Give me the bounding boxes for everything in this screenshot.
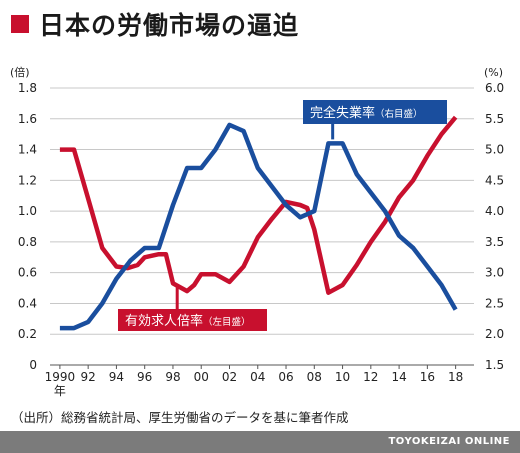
right-axis-tick-label: 4.5 <box>485 173 504 187</box>
x-axis-tick-label: 16 <box>420 370 435 384</box>
job-ratio-label-box <box>118 309 267 331</box>
x-axis-tick-label: 04 <box>250 370 265 384</box>
job-ratio-label-name: 有効求人倍率 <box>125 313 203 329</box>
job-ratio-label-axis-note: （左目盛） <box>203 316 251 328</box>
x-axis-tick-label: 98 <box>165 370 180 384</box>
title-red-square-icon <box>11 15 29 33</box>
right-axis-tick-label: 6.0 <box>485 81 504 95</box>
left-axis-tick-label: 0 <box>29 358 37 372</box>
right-axis-tick-label: 5.5 <box>485 112 504 126</box>
left-axis-tick-label: 0.2 <box>18 327 37 341</box>
x-axis-tick-label: 06 <box>278 370 293 384</box>
x-axis-tick-label: 12 <box>363 370 378 384</box>
right-axis-tick-label: 5.0 <box>485 143 504 157</box>
left-axis-tick-label: 1.2 <box>18 173 37 187</box>
x-axis-tick-label: 00 <box>194 370 209 384</box>
title-row: 日本の労働市場の逼迫 <box>11 8 299 40</box>
x-axis-tick-label: 18 <box>448 370 463 384</box>
right-axis-tick-label: 2.0 <box>485 327 504 341</box>
x-axis-tick-label: 14 <box>391 370 406 384</box>
x-axis-tick-label: 1990 <box>45 370 76 384</box>
left-axis-tick-label: 0.8 <box>18 235 37 249</box>
job-ratio-label-text: 有効求人倍率（左目盛） <box>125 313 251 329</box>
right-axis-tick-label: 4.0 <box>485 204 504 218</box>
chart-title: 日本の労働市場の逼迫 <box>39 11 300 40</box>
right-axis-tick-label: 2.5 <box>485 296 504 310</box>
left-axis-tick-label: 1.4 <box>18 143 37 157</box>
x-axis-tick-label: 94 <box>109 370 124 384</box>
series-line-job-ratio <box>59 115 458 295</box>
right-axis-tick-label: 3.0 <box>485 266 504 280</box>
right-axis-tick-label: 3.5 <box>485 235 504 249</box>
right-axis-tick-label: 1.5 <box>485 358 504 372</box>
unemployment-label-box <box>303 100 447 124</box>
x-axis-tick-label: 92 <box>81 370 96 384</box>
footer-bar: TOYOKEIZAI ONLINE <box>0 431 520 453</box>
unemployment-label-text: 完全失業率（右目盛） <box>310 105 423 121</box>
source-note: （出所）総務省統計局、厚生労働省のデータを基に筆者作成 <box>11 410 349 425</box>
publisher-credit: TOYOKEIZAI ONLINE <box>388 436 510 447</box>
left-axis-tick-label: 0.4 <box>18 296 37 310</box>
x-axis-tick-label: 96 <box>137 370 152 384</box>
left-axis-tick-label: 1.0 <box>18 204 37 218</box>
x-axis-tick-label: 02 <box>222 370 237 384</box>
x-axis-tick-label: 10 <box>335 370 350 384</box>
left-axis-unit: (倍) <box>10 65 30 79</box>
right-axis-unit: (%) <box>484 66 503 79</box>
left-axis-tick-label: 0.6 <box>18 266 37 280</box>
x-axis-tick-label: 08 <box>307 370 322 384</box>
series-line-unemployment <box>59 122 458 331</box>
unemployment-label-name: 完全失業率 <box>310 105 375 121</box>
left-axis-tick-label: 1.6 <box>18 112 37 126</box>
left-axis-tick-label: 1.8 <box>18 81 37 95</box>
unemployment-label-axis-note: （右目盛） <box>375 108 423 120</box>
x-axis-year-suffix: 年 <box>54 384 66 398</box>
